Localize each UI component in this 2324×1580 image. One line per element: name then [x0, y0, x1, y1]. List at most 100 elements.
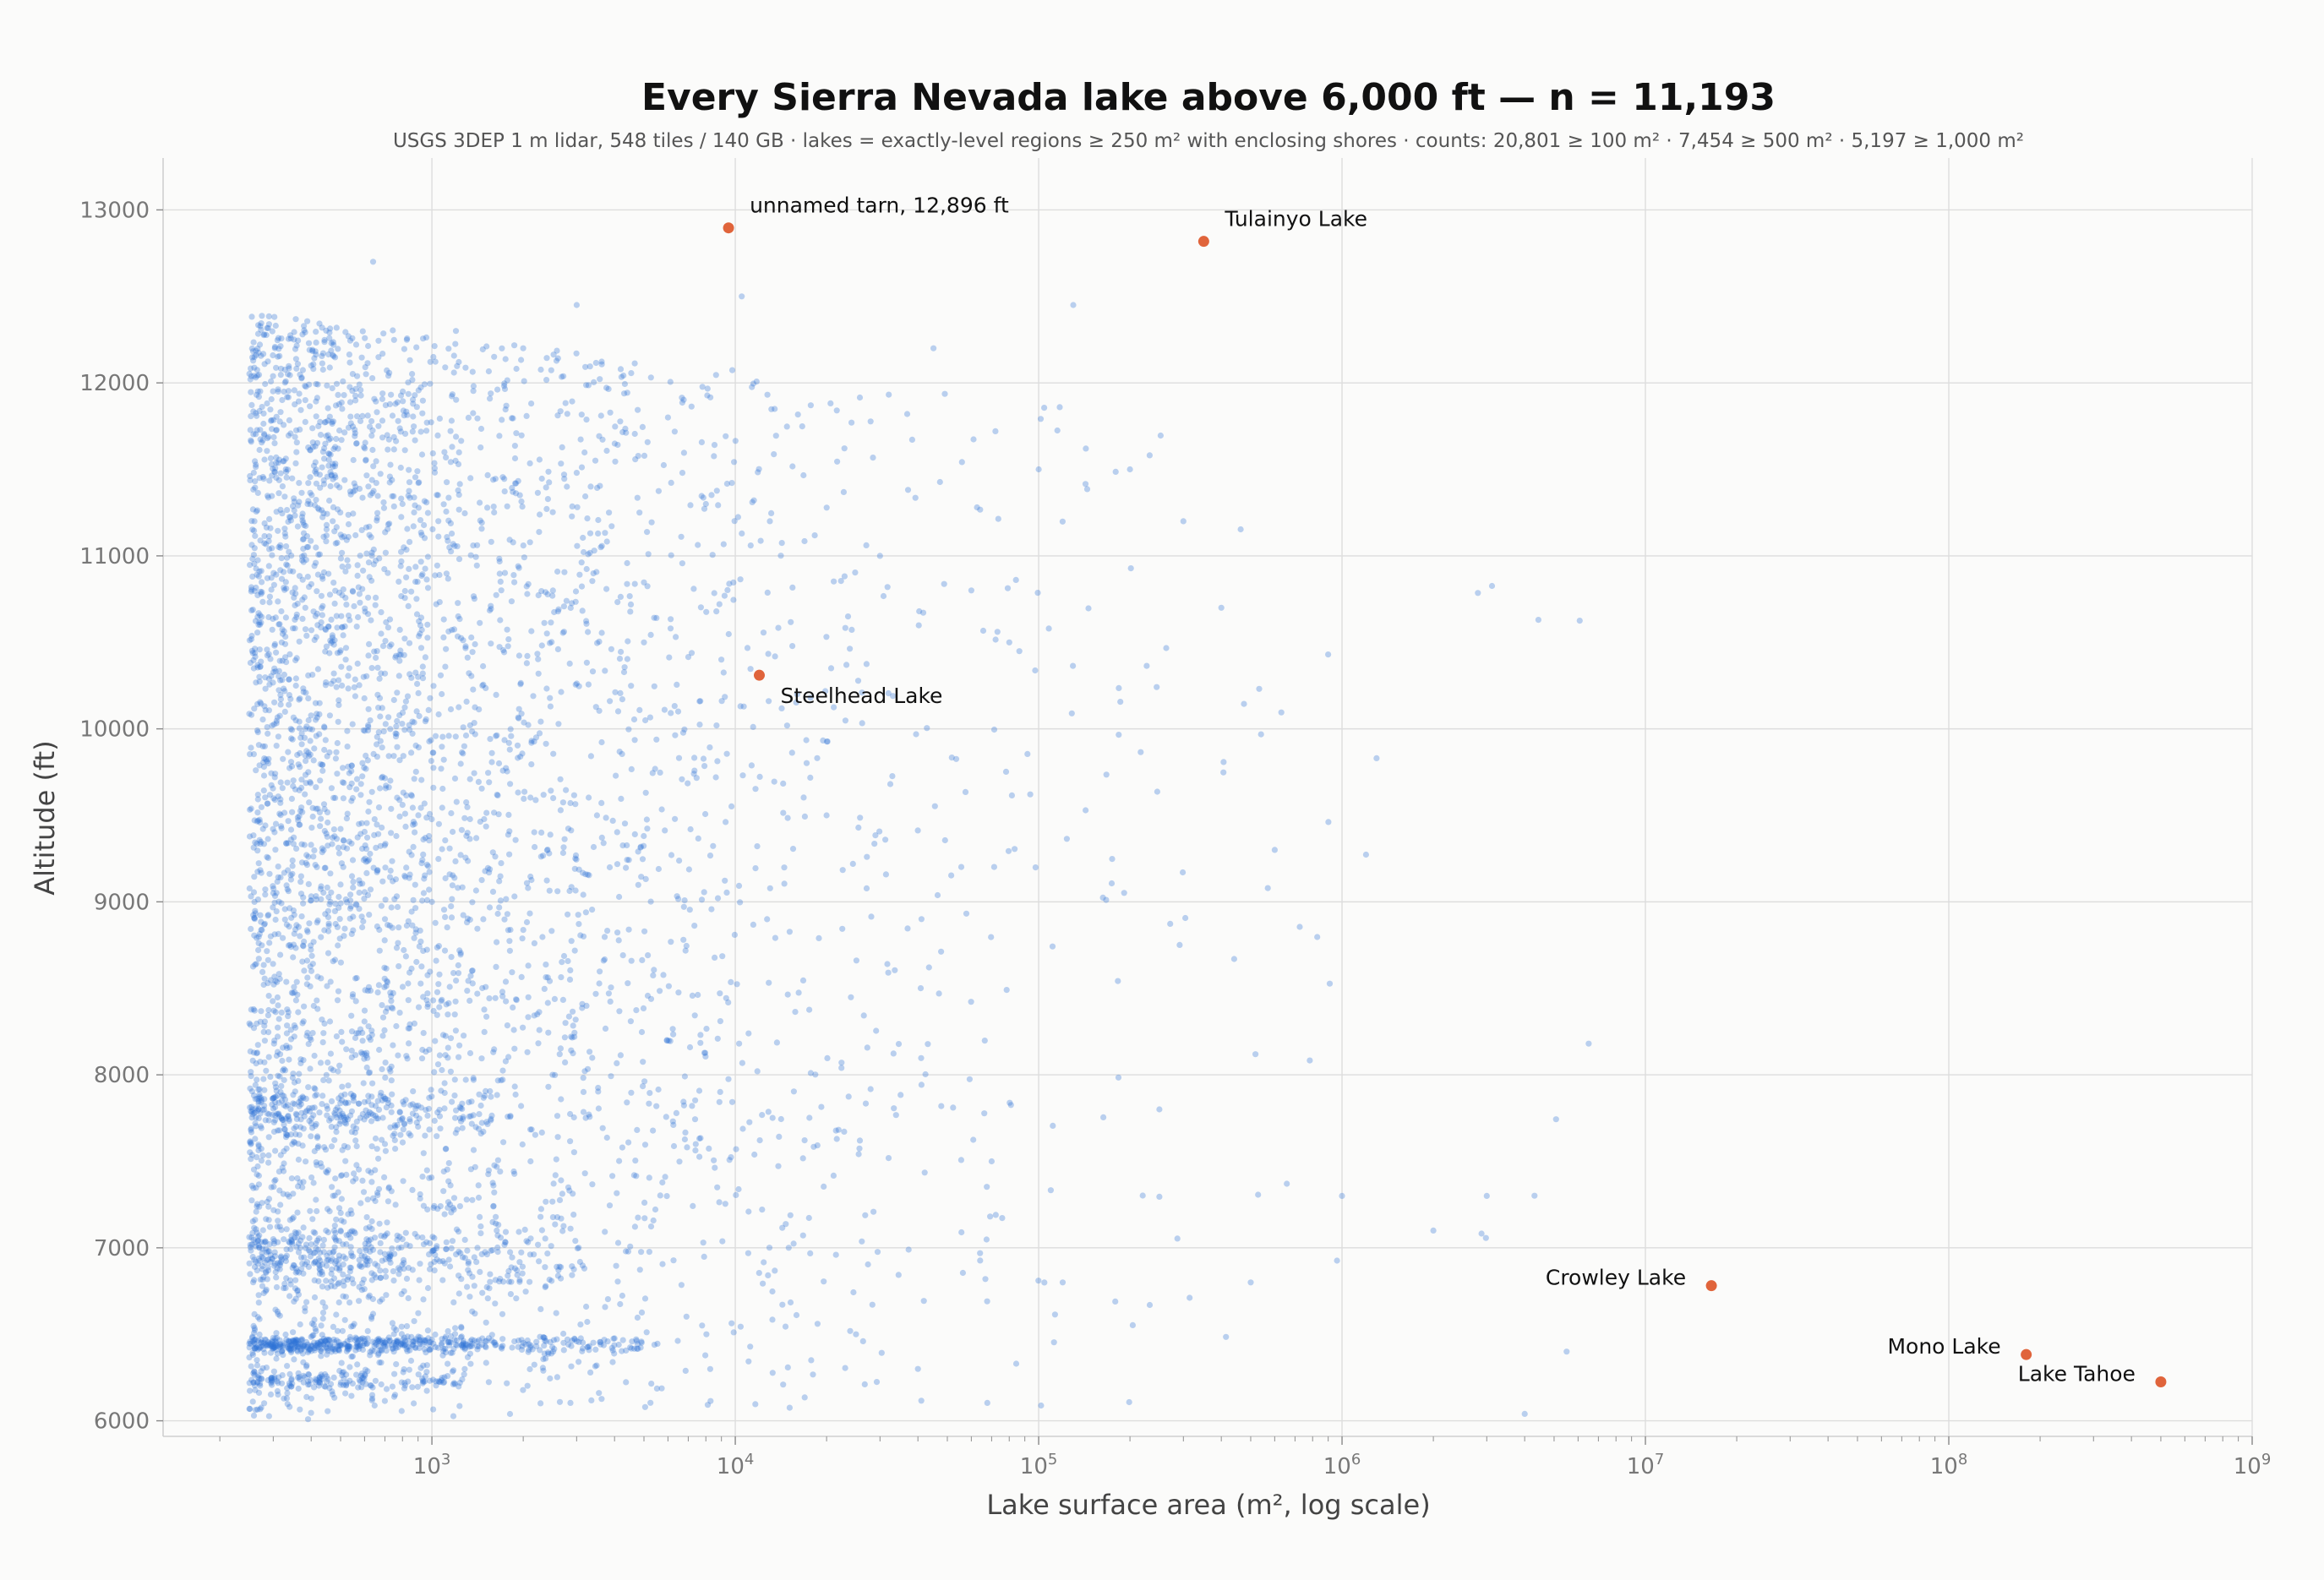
scatter-point [313, 398, 319, 405]
scatter-point [253, 1243, 259, 1250]
scatter-point [279, 1057, 286, 1065]
scatter-point [687, 502, 694, 509]
scatter-point [325, 436, 332, 444]
scatter-point [325, 842, 331, 849]
scatter-point [794, 411, 801, 418]
scatter-point [304, 574, 311, 580]
scatter-point [640, 1005, 647, 1011]
scatter-point [670, 1121, 677, 1128]
scatter-point [499, 345, 505, 351]
scatter-point [250, 339, 257, 346]
scatter-point [469, 899, 476, 906]
scatter-point [610, 1335, 617, 1342]
scatter-point [958, 1229, 965, 1236]
scatter-point [619, 750, 625, 758]
scatter-point [422, 718, 428, 725]
scatter-point [636, 706, 643, 714]
scatter-point [411, 423, 417, 430]
scatter-point [325, 819, 331, 826]
scatter-point [660, 461, 668, 469]
scatter-point [308, 1115, 315, 1122]
scatter-point [342, 1099, 349, 1106]
scatter-point [977, 1250, 984, 1256]
scatter-point [598, 834, 605, 842]
scatter-point [389, 1091, 396, 1098]
scatter-point [561, 1034, 569, 1041]
scatter-point [320, 477, 327, 484]
scatter-point [267, 1343, 274, 1349]
scatter-point [318, 1353, 325, 1359]
scatter-point [703, 1026, 710, 1032]
scatter-point [287, 876, 294, 883]
scatter-point [730, 1329, 737, 1336]
scatter-point [478, 785, 485, 792]
scatter-point [619, 1337, 626, 1343]
scatter-point [521, 795, 527, 803]
scatter-point [897, 1092, 904, 1098]
scatter-point [296, 638, 303, 645]
scatter-point [254, 489, 261, 497]
scatter-point [527, 1126, 534, 1133]
scatter-point [427, 1266, 434, 1272]
scatter-point [299, 1350, 306, 1357]
scatter-point [288, 735, 295, 742]
scatter-point [848, 419, 855, 426]
scatter-point [564, 411, 570, 417]
scatter-point [377, 1239, 384, 1246]
scatter-point [463, 698, 470, 706]
scatter-point [356, 1166, 363, 1173]
scatter-point [336, 1107, 343, 1114]
scatter-point [348, 1211, 355, 1218]
scatter-point [450, 1345, 457, 1353]
scatter-point [275, 1310, 281, 1317]
scatter-point [434, 492, 440, 499]
scatter-point [494, 732, 500, 738]
scatter-point [255, 322, 262, 329]
scatter-point [254, 869, 261, 875]
scatter-point [308, 1409, 314, 1416]
scatter-point [350, 588, 357, 595]
scatter-point [350, 913, 357, 920]
scatter-point [290, 1071, 297, 1077]
scatter-point [291, 329, 297, 335]
scatter-point [841, 445, 848, 452]
scatter-point [330, 958, 336, 965]
scatter-point [258, 352, 265, 359]
scatter-point [371, 816, 378, 823]
scatter-point [295, 923, 302, 930]
scatter-point [285, 1013, 292, 1020]
scatter-point [579, 607, 586, 614]
scatter-point [340, 586, 346, 593]
scatter-point [418, 860, 425, 867]
scatter-point [759, 1207, 766, 1213]
scatter-point [271, 1178, 278, 1185]
scatter-point [653, 736, 660, 743]
scatter-point [384, 978, 390, 984]
scatter-point [847, 646, 854, 652]
scatter-point [340, 632, 346, 639]
scatter-point [275, 477, 282, 483]
scatter-point [692, 1097, 699, 1103]
scatter-point [570, 792, 578, 798]
scatter-point [726, 580, 733, 587]
scatter-point [505, 643, 511, 650]
scatter-point [486, 779, 493, 786]
scatter-point [289, 809, 296, 815]
scatter-point [408, 852, 415, 858]
scatter-point [440, 501, 447, 508]
scatter-point [343, 1381, 350, 1388]
scatter-point [704, 1402, 712, 1408]
scatter-point [368, 1395, 376, 1402]
scatter-point [277, 1201, 284, 1208]
scatter-point [439, 1066, 445, 1074]
scatter-point [474, 925, 481, 932]
scatter-point [314, 610, 320, 618]
scatter-point [852, 569, 859, 576]
scatter-point [696, 1135, 703, 1142]
scatter-point [261, 532, 268, 540]
scatter-point [577, 1321, 584, 1328]
scatter-point [267, 977, 274, 983]
scatter-point [744, 645, 751, 651]
scatter-point [302, 329, 308, 335]
scatter-point [827, 400, 834, 406]
